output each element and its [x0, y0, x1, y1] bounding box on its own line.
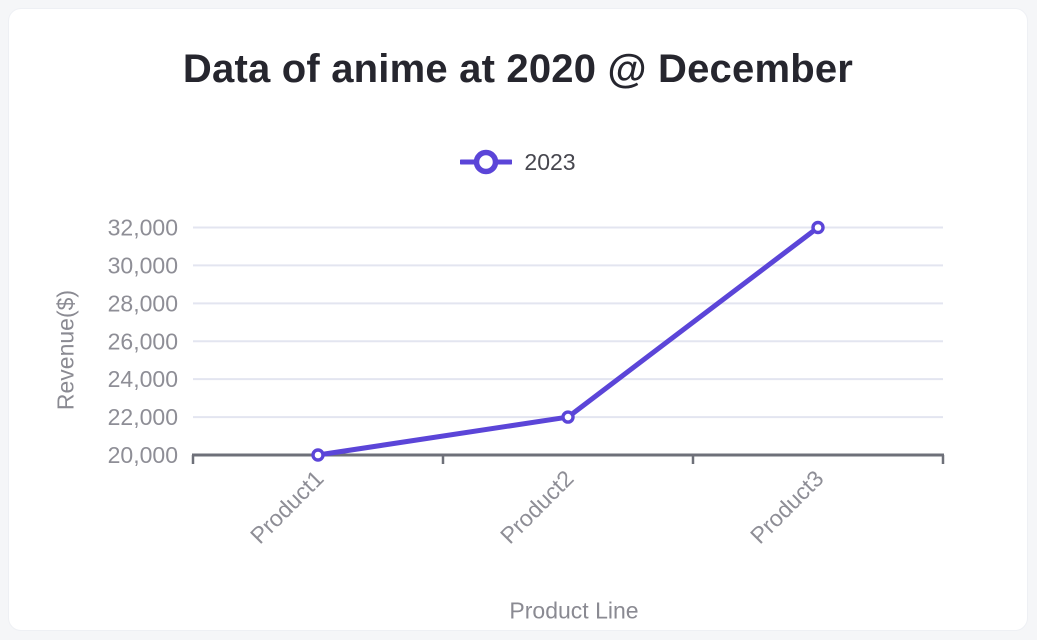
- y-axis-tick-label: 22,000: [108, 404, 178, 430]
- data-point-Product2[interactable]: [561, 410, 575, 424]
- x-axis-category-label: Product3: [745, 465, 828, 548]
- data-point-Product3[interactable]: [811, 220, 825, 235]
- y-axis-tick-label: 20,000: [108, 442, 178, 468]
- data-point-Product1[interactable]: [311, 448, 325, 462]
- legend-label: 2023: [524, 148, 576, 175]
- x-axis-category-label: Product2: [495, 465, 578, 548]
- x-axis-category-label: Product1: [245, 465, 328, 548]
- y-axis-tick-label: 24,000: [108, 366, 178, 392]
- line-series-legend-icon: [460, 149, 513, 175]
- x-axis-title: Product Line: [509, 597, 639, 624]
- y-axis-tick-label: 32,000: [108, 215, 178, 241]
- y-axis-tick-label: 26,000: [108, 328, 178, 354]
- y-axis-tick-label: 28,000: [108, 290, 178, 316]
- legend-item-2023[interactable]: 2023: [9, 147, 1027, 177]
- chart-title: Data of anime at 2020 @ December: [182, 47, 854, 91]
- chart-card: Data of anime at 2020 @ December 2023 Re…: [8, 8, 1028, 631]
- y-axis-tick-label: 30,000: [108, 252, 178, 278]
